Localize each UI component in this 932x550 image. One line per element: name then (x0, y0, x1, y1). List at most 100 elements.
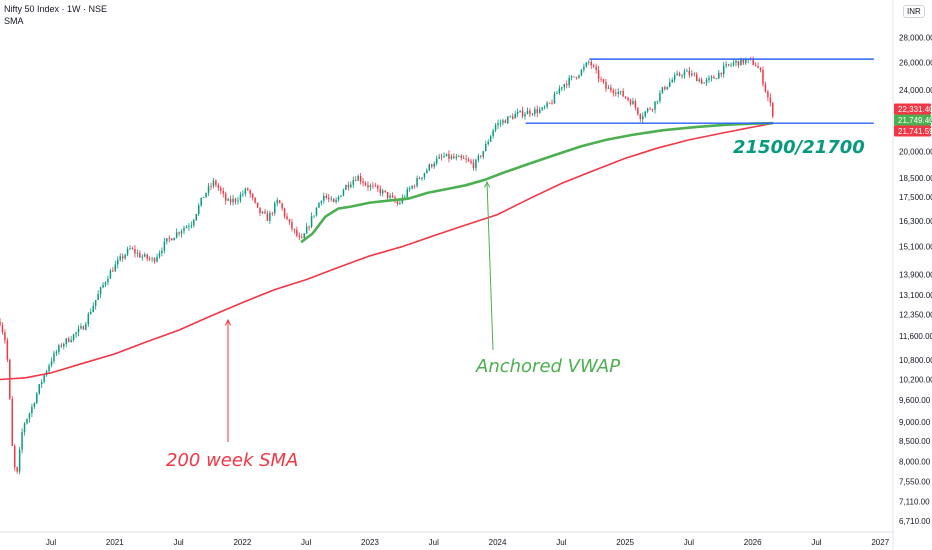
candle-body (80, 326, 82, 329)
candle-body (423, 173, 426, 178)
candle-body (384, 190, 386, 192)
time-tick-label: 2027 (871, 538, 889, 547)
candle-body (494, 125, 497, 131)
candle-body (158, 252, 161, 257)
price-badge-label: 21,749.40 (898, 116, 932, 125)
candle-body (742, 58, 745, 64)
candle-body (583, 66, 585, 70)
candle-body (443, 156, 445, 158)
candle-body (16, 467, 18, 472)
candle-body (656, 101, 659, 102)
time-axis[interactable]: Jul 2021 Jul 2022 Jul 2023 Jul 2024 Jul 2025 Jul 20… (46, 538, 890, 547)
candle-body (254, 197, 256, 203)
candle-body (195, 214, 198, 220)
candle-body (538, 109, 541, 114)
candle-body (364, 183, 367, 185)
candle-body (33, 403, 36, 407)
candle-body (227, 198, 229, 201)
candle-body (654, 101, 656, 110)
candle-body (659, 92, 661, 102)
candle-body (573, 76, 575, 78)
price-axis[interactable]: 28,000.0026,000.0024,000.0022,000.0020,0… (899, 34, 932, 527)
candle-body (151, 258, 153, 260)
candle-body (720, 72, 723, 75)
price-tick-label: 20,000.00 (899, 148, 932, 157)
candle-body (575, 76, 578, 78)
candle-body (342, 189, 345, 196)
candle-body (180, 231, 183, 234)
candle-body (75, 332, 77, 335)
candle-body (480, 155, 482, 157)
candle-body (303, 233, 305, 238)
time-tick-label: Jul (173, 538, 183, 547)
candle-body (26, 418, 28, 424)
price-badge-label: 22,331.40 (898, 105, 932, 114)
candle-body (715, 78, 718, 80)
candle-body (60, 345, 63, 347)
candle-body (705, 79, 708, 83)
candle-body (735, 61, 737, 63)
candle-body (367, 184, 369, 188)
candle-body (58, 345, 60, 352)
price-tick-label: 10,200.00 (899, 375, 932, 384)
candle-body (197, 205, 200, 215)
candle-body (281, 203, 283, 209)
candle-body (207, 186, 210, 193)
candle-body (561, 87, 563, 89)
sma-200-line (0, 122, 774, 381)
candle-body (622, 91, 624, 97)
candle-body (637, 107, 639, 115)
candle-body (445, 153, 448, 157)
candle-body (274, 203, 276, 214)
candle-body (669, 82, 671, 87)
candle-body (556, 93, 558, 94)
candle-body (237, 200, 239, 202)
candle-body (102, 284, 104, 288)
candle-body (440, 156, 443, 158)
candle-body (21, 432, 23, 450)
candle-body (568, 77, 570, 86)
candle-body (215, 180, 217, 186)
candle-body (332, 198, 335, 203)
price-tick-label: 13,100.00 (899, 291, 932, 300)
candle-body (146, 254, 148, 259)
candle-body (455, 156, 458, 159)
candle-body (104, 282, 107, 285)
candle-body (460, 156, 462, 159)
candle-body (183, 228, 185, 232)
candle-body (511, 116, 514, 119)
time-tick-label: Jul (684, 538, 694, 547)
candle-body (163, 241, 166, 251)
candle-body (266, 213, 269, 221)
candle-body (28, 413, 31, 419)
candle-body (477, 155, 480, 160)
candle-body (242, 193, 244, 195)
candle-body (337, 196, 340, 200)
candle-body (352, 180, 355, 185)
candle-body (759, 68, 762, 70)
price-tick-label: 8,500.00 (899, 437, 931, 446)
sma-annotation: 200 week SMA (166, 450, 298, 471)
sma-arrow-head (224, 318, 232, 326)
candle-body (767, 91, 769, 98)
candle-body (168, 238, 171, 240)
candle-body (450, 156, 453, 159)
candle-body (507, 116, 509, 124)
candle-body (222, 191, 224, 194)
time-tick-label: 2024 (489, 538, 507, 547)
candle-body (4, 332, 6, 341)
candle-body (193, 219, 195, 226)
time-tick-label: 2023 (361, 538, 379, 547)
candle-body (588, 61, 590, 63)
candle-body (570, 76, 573, 78)
candle-body (757, 66, 759, 69)
candle-body (671, 79, 673, 83)
candle-body (175, 232, 178, 238)
candle-body (161, 250, 163, 253)
price-tick-label: 6,710.00 (899, 517, 931, 526)
candle-body (205, 192, 207, 198)
candle-body (391, 195, 394, 198)
candle-body (50, 361, 53, 366)
candle-body (359, 176, 362, 182)
